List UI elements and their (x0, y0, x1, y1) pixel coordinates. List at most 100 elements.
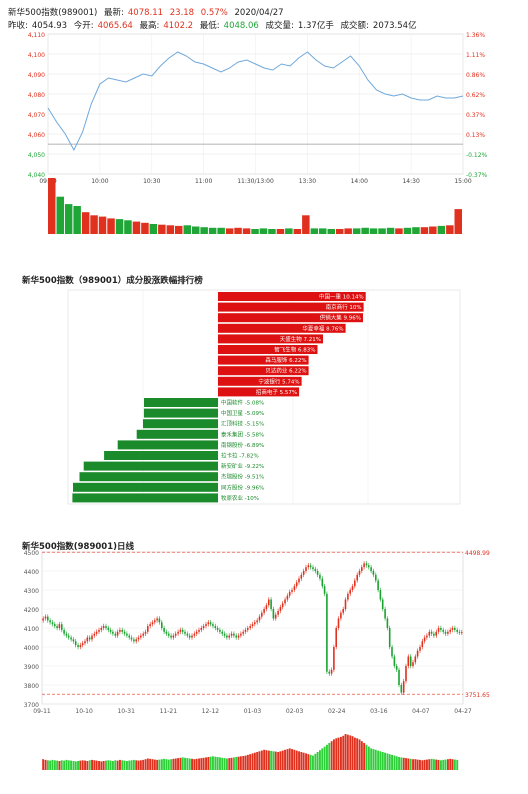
volume-bar (225, 228, 234, 234)
daily-volume-bar (230, 757, 233, 770)
candle-body (186, 633, 189, 636)
daily-volume-bar (93, 760, 96, 770)
ranking-bar-label: 宁波银行 5.74% (258, 377, 299, 385)
candle-body (330, 669, 333, 674)
daily-volume-bar (188, 758, 191, 770)
daily-volume-bar (256, 752, 259, 770)
volume-bar (183, 225, 191, 234)
candle-body (200, 628, 203, 630)
ranking-bar-label: 拉卡拉 -7.82% (221, 452, 259, 460)
daily-volume-bar (409, 758, 412, 770)
price-tick-label: 4,090 (28, 72, 45, 79)
daily-volume-bar (81, 760, 84, 770)
daily-volume-bar (209, 756, 212, 770)
daily-volume-bar (358, 739, 361, 770)
candle-body (72, 639, 75, 642)
daily-volume-bar (70, 760, 72, 770)
volume-bar (217, 227, 225, 234)
candle-body (344, 599, 347, 609)
daily-volume-bar (151, 759, 154, 770)
ranking-bar-label: 森马服饰 6.22% (265, 356, 306, 364)
candle-body (368, 565, 370, 568)
daily-volume-bar (288, 748, 291, 770)
candle-body (221, 631, 223, 634)
candle-body (161, 622, 163, 628)
candle-body (123, 631, 126, 634)
daily-volume-bar (386, 753, 389, 770)
daily-volume-bar (202, 757, 205, 770)
ranking-bar (143, 419, 218, 429)
candle-body (409, 656, 412, 666)
daily-volume-bar (49, 760, 52, 770)
daily-volume-bar (228, 758, 231, 770)
candle-body (191, 635, 193, 638)
candle-body (393, 656, 396, 666)
candle-body (212, 624, 214, 627)
candle-body (181, 629, 184, 632)
low-value: 4048.06 (223, 21, 259, 31)
daily-volume-bar (42, 759, 45, 770)
price-tick-label: 4,110 (28, 32, 45, 39)
daily-volume-bar (456, 759, 459, 770)
candle-body (437, 628, 440, 632)
volume-bar (81, 212, 90, 234)
daily-volume-bar (372, 749, 375, 770)
candle-body (184, 631, 186, 634)
ranking-bar-label: 泰禾集团 -5.58% (221, 430, 264, 438)
candle-body (74, 641, 77, 646)
candle-body (256, 620, 258, 623)
ranking-bar (218, 313, 363, 323)
daily-volume-bar (235, 757, 238, 770)
daily-volume-bar (267, 750, 270, 770)
candle-body (116, 631, 119, 636)
time-tick-label: 11:30/13:00 (237, 178, 274, 185)
daily-volume-bar (179, 757, 182, 770)
candle-body (119, 629, 121, 632)
daily-volume-bar (53, 760, 56, 770)
daily-volume-bar (237, 756, 240, 770)
price-tick-label: 4,050 (28, 152, 45, 159)
ranking-bar-label: 杰瑞股份 -9.51% (221, 473, 264, 481)
candle-body (179, 629, 182, 632)
pct-tick-label: 1.36% (466, 32, 485, 39)
daily-volume-bar (239, 756, 242, 770)
daily-date-tick: 10-31 (117, 708, 135, 715)
daily-volume-bar (242, 756, 245, 770)
daily-volume-bar (44, 759, 47, 770)
daily-title: 新华500指数(989001)日线 (22, 542, 134, 552)
candle-body (263, 609, 265, 613)
daily-volume-bar (333, 739, 335, 770)
daily-volume-bar (419, 759, 421, 770)
daily-volume-bar (177, 758, 179, 770)
daily-volume-bar (109, 760, 112, 770)
daily-volume-bar (367, 746, 370, 770)
daily-volume-bar (253, 752, 256, 770)
volume-bar (141, 222, 149, 234)
volume-bar (420, 227, 429, 234)
ranking-bar (72, 493, 219, 503)
daily-price-tick: 4300 (24, 588, 39, 595)
candle-body (81, 643, 84, 646)
candle-body (321, 578, 324, 587)
daily-volume-bar (58, 761, 61, 770)
daily-volume-bar (430, 758, 433, 770)
daily-price-tick: 4200 (24, 607, 39, 614)
candle-body (144, 631, 147, 634)
candle-body (77, 645, 79, 647)
candle-body (244, 629, 247, 632)
candle-body (319, 574, 321, 579)
quote-header-row-1: 新华500指数(989001) 最新: 4078.11 23.18 0.57% 2… (8, 6, 288, 18)
daily-volume-bar (221, 757, 224, 770)
candle-body (58, 624, 61, 628)
prev-close-label: 昨收: (8, 21, 28, 31)
candle-body (447, 631, 449, 634)
daily-price-tick: 3800 (24, 683, 39, 690)
candle-body (230, 633, 233, 636)
candle-body (400, 685, 403, 693)
candle-body (461, 632, 463, 633)
ranking-bar (218, 302, 364, 312)
candle-body (426, 635, 428, 638)
daily-volume-bar (51, 759, 54, 770)
volume-bar (73, 206, 81, 234)
daily-volume-bar (170, 759, 173, 770)
